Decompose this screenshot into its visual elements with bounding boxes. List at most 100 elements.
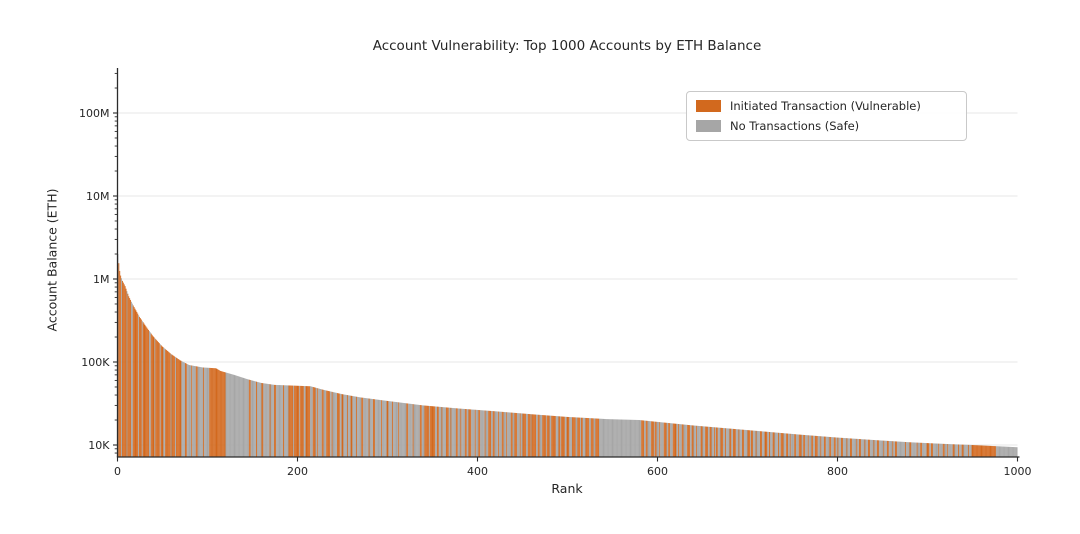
bar — [155, 339, 157, 457]
bar — [863, 439, 865, 457]
bar — [422, 405, 424, 457]
bar — [767, 431, 769, 457]
bar — [465, 409, 467, 457]
bar — [141, 320, 143, 457]
bar — [710, 426, 712, 457]
bar — [212, 368, 214, 457]
bar — [543, 415, 545, 457]
bar — [988, 445, 990, 457]
bar — [943, 443, 945, 457]
bar — [689, 425, 690, 457]
bar — [360, 397, 362, 457]
bar — [752, 430, 754, 457]
bar — [489, 410, 491, 457]
bar — [899, 441, 901, 457]
bar — [165, 349, 167, 457]
bar — [658, 422, 660, 457]
bar — [726, 428, 728, 457]
bar — [546, 415, 548, 457]
bar — [219, 370, 221, 457]
bar — [479, 410, 481, 457]
bar — [328, 391, 329, 457]
bar — [428, 405, 430, 457]
bar — [606, 419, 608, 457]
bar — [704, 426, 706, 457]
bar — [569, 417, 571, 457]
bar — [404, 403, 406, 457]
bar — [693, 425, 695, 457]
bar — [433, 406, 435, 457]
bar — [667, 422, 669, 457]
bar — [911, 442, 913, 457]
bar — [950, 444, 951, 457]
bar — [214, 368, 216, 457]
bar — [749, 430, 751, 457]
bar — [151, 334, 153, 457]
bar — [320, 389, 322, 457]
bar — [334, 392, 336, 457]
bar — [480, 410, 482, 457]
bar — [652, 421, 653, 457]
bar — [643, 420, 644, 457]
bar — [796, 434, 797, 457]
bar — [878, 440, 879, 457]
bar — [907, 442, 909, 457]
legend-item-safe: No Transactions (Safe) — [696, 119, 957, 133]
bar — [301, 385, 302, 457]
bar — [305, 386, 307, 457]
bar — [331, 391, 333, 457]
bar — [831, 437, 833, 457]
bar — [754, 430, 756, 457]
bar — [266, 383, 268, 457]
bar — [898, 441, 900, 457]
bar — [797, 434, 798, 457]
bar — [579, 417, 581, 457]
bar — [509, 412, 510, 457]
bar — [931, 443, 932, 457]
bar — [674, 423, 676, 457]
bar — [180, 360, 182, 457]
bar — [977, 445, 979, 457]
bar — [420, 405, 422, 457]
bar — [279, 385, 281, 457]
bar — [689, 425, 691, 457]
bar — [133, 307, 135, 457]
bar — [473, 409, 474, 457]
bar — [961, 444, 963, 457]
bar — [230, 374, 232, 457]
bar — [412, 404, 414, 457]
bar — [466, 409, 468, 457]
bar — [656, 421, 658, 457]
bar — [354, 396, 356, 457]
bar — [193, 365, 194, 457]
bar — [681, 424, 683, 457]
bar — [953, 444, 955, 457]
bar — [400, 402, 401, 457]
bar — [371, 398, 373, 457]
bar — [897, 441, 899, 457]
bar — [277, 385, 279, 457]
bar — [849, 438, 851, 457]
bar — [294, 385, 296, 457]
bar — [383, 400, 384, 457]
bar — [361, 397, 363, 457]
bar — [221, 371, 222, 457]
bar — [481, 410, 482, 457]
bar — [956, 444, 958, 457]
bar — [914, 442, 915, 457]
bar — [199, 366, 201, 457]
bar — [491, 411, 493, 457]
bar — [941, 443, 943, 457]
bar — [683, 424, 685, 457]
bar — [702, 426, 704, 457]
bar — [536, 414, 537, 457]
bar — [300, 385, 302, 457]
bar — [701, 426, 703, 457]
bar — [946, 444, 948, 457]
bar — [186, 364, 188, 457]
bar — [487, 410, 489, 457]
bar — [678, 424, 680, 457]
bar — [743, 429, 744, 457]
bar — [791, 433, 793, 457]
bar — [365, 398, 366, 457]
